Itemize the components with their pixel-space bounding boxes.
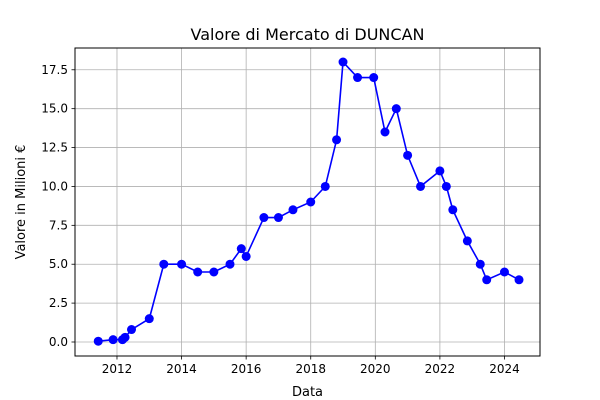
data-point <box>127 325 137 335</box>
data-point <box>416 181 426 191</box>
data-point <box>403 150 413 160</box>
data-point <box>236 244 246 254</box>
x-tick-label: 2022 <box>425 362 456 376</box>
data-point <box>144 314 154 324</box>
y-tick-label: 10.0 <box>41 179 68 193</box>
data-point <box>93 336 103 346</box>
data-point <box>332 135 342 145</box>
data-point <box>209 267 219 277</box>
data-point <box>391 104 401 114</box>
axis-ticks: 2012 2014 2016 2018 2020 2022 2024 0.0 2.5 5.0 7.5… <box>41 63 519 376</box>
plot-area-frame <box>74 47 541 357</box>
data-point <box>306 197 316 207</box>
data-point <box>475 259 485 269</box>
data-point <box>380 127 390 137</box>
data-point <box>108 335 118 345</box>
data-point <box>177 259 187 269</box>
series-line <box>98 60 520 342</box>
y-axis-label: Valore in Milioni € <box>14 145 29 260</box>
y-tick-label: 12.5 <box>41 141 68 155</box>
x-tick-label: 2020 <box>360 362 391 376</box>
y-tick-label: 2.5 <box>49 296 68 310</box>
x-axis-label: Data <box>292 385 323 400</box>
data-point <box>273 213 283 223</box>
data-point <box>193 267 203 277</box>
data-point <box>159 259 169 269</box>
data-point <box>462 236 472 246</box>
x-tick-label: 2024 <box>489 362 520 376</box>
data-point <box>288 205 298 215</box>
y-tick-label: 7.5 <box>49 218 68 232</box>
chart-title: Valore di Mercato di DUNCAN <box>191 25 425 44</box>
x-tick-label: 2014 <box>166 362 197 376</box>
data-point <box>120 332 130 342</box>
data-point <box>514 275 524 285</box>
data-point <box>369 73 379 83</box>
y-tick-label: 15.0 <box>41 102 68 116</box>
data-point <box>448 205 458 215</box>
data-point <box>499 267 509 277</box>
data-point <box>435 166 445 176</box>
data-point <box>320 181 330 191</box>
y-tick-label: 5.0 <box>49 257 68 271</box>
data-point <box>241 251 251 261</box>
grid-lines <box>75 48 540 356</box>
data-point <box>441 181 451 191</box>
data-point <box>225 259 235 269</box>
x-tick-label: 2016 <box>231 362 262 376</box>
data-series <box>93 57 524 346</box>
y-tick-label: 0.0 <box>49 335 68 349</box>
data-point <box>353 73 363 83</box>
data-point <box>338 57 348 67</box>
x-tick-label: 2012 <box>102 362 133 376</box>
x-tick-label: 2018 <box>295 362 326 376</box>
data-point <box>482 275 492 285</box>
y-tick-label: 17.5 <box>41 63 68 77</box>
data-point <box>259 213 269 223</box>
